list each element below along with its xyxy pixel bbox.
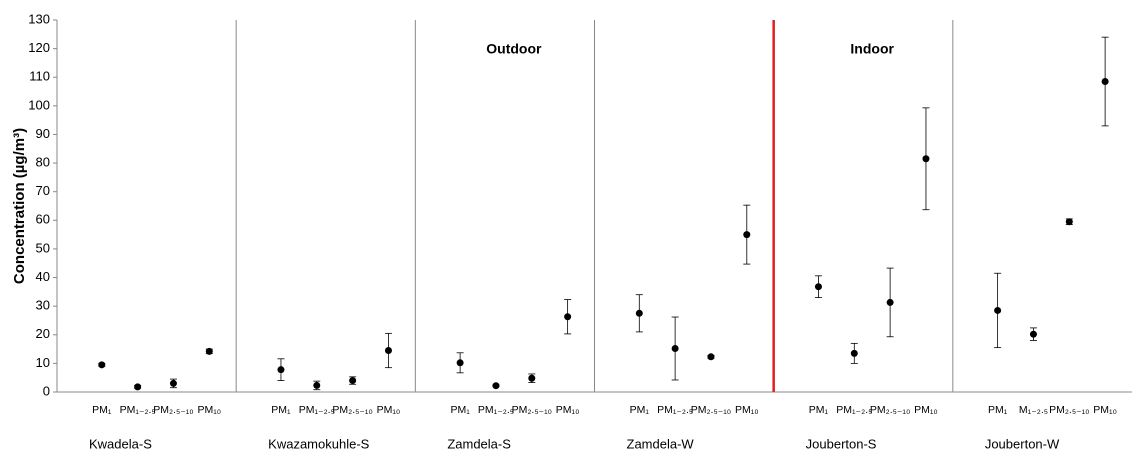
y-tick-label: 40	[36, 269, 50, 284]
x-tick-label: PM₁	[271, 404, 291, 416]
x-tick-label: M₁₋₂.₅	[1019, 404, 1048, 416]
x-tick-label: PM₂.₅₋₁₀	[691, 404, 731, 416]
group-label: Kwazamokuhle-S	[268, 436, 369, 451]
y-tick-label: 30	[36, 298, 50, 313]
x-tick-label: PM₁₋₂.₅	[478, 404, 514, 416]
x-tick-label: PM₁₋₂.₅	[657, 404, 693, 416]
y-tick-label: 0	[43, 383, 50, 398]
x-tick-label: PM₁₋₂.₅	[120, 404, 156, 416]
point	[814, 283, 822, 291]
y-tick-label: 50	[36, 240, 50, 255]
point	[313, 381, 321, 389]
x-tick-label: PM₁₀	[1093, 404, 1117, 416]
annotation: Indoor	[850, 41, 894, 57]
group-label: Zamdela-S	[447, 436, 511, 451]
point	[671, 345, 679, 353]
y-tick-label: 100	[28, 97, 50, 112]
y-tick-label: 90	[36, 126, 50, 141]
point	[492, 382, 500, 390]
x-tick-label: PM₁₋₂.₅	[836, 404, 872, 416]
x-tick-label: PM₁	[988, 404, 1008, 416]
point	[169, 379, 177, 387]
point	[1029, 330, 1037, 338]
group-label: Zamdela-W	[627, 436, 695, 451]
x-tick-label: PM₁	[92, 404, 112, 416]
point	[528, 374, 536, 382]
y-tick-label: 20	[36, 326, 50, 341]
point	[134, 383, 142, 391]
x-tick-label: PM₁₀	[914, 404, 938, 416]
y-tick-label: 80	[36, 155, 50, 170]
x-tick-label: PM₁	[450, 404, 470, 416]
group-label: Jouberton-W	[985, 436, 1060, 451]
x-tick-label: PM₁₀	[556, 404, 580, 416]
point	[349, 377, 357, 385]
annotation: Outdoor	[486, 41, 542, 57]
point	[1065, 218, 1073, 226]
x-tick-label: PM₁	[809, 404, 829, 416]
x-tick-label: PM₂.₅₋₁₀	[1049, 404, 1089, 416]
x-tick-label: PM₂.₅₋₁₀	[332, 404, 372, 416]
x-tick-label: PM₁₀	[735, 404, 759, 416]
x-tick-label: PM₂.₅₋₁₀	[870, 404, 910, 416]
point	[384, 347, 392, 355]
y-tick-label: 120	[28, 40, 50, 55]
point	[456, 359, 464, 367]
point	[635, 309, 643, 317]
point	[994, 306, 1002, 314]
x-tick-label: PM₂.₅₋₁₀	[512, 404, 552, 416]
point	[98, 361, 106, 369]
y-tick-label: 110	[29, 69, 50, 84]
y-axis-title: Concentration (µg/m³)	[11, 128, 28, 284]
x-tick-label: PM₁	[630, 404, 650, 416]
point	[743, 231, 751, 239]
y-tick-label: 60	[36, 212, 50, 227]
group-label: Jouberton-S	[806, 436, 877, 451]
point	[850, 349, 858, 357]
point	[564, 313, 572, 321]
x-tick-label: PM₂.₅₋₁₀	[153, 404, 193, 416]
x-tick-label: PM₁₋₂.₅	[299, 404, 335, 416]
y-tick-label: 10	[36, 355, 50, 370]
x-tick-label: PM₁₀	[197, 404, 221, 416]
x-tick-label: PM₁₀	[377, 404, 401, 416]
point	[205, 347, 213, 355]
y-tick-label: 130	[28, 11, 50, 26]
point	[707, 353, 715, 361]
y-tick-label: 70	[36, 183, 50, 198]
group-label: Kwadela-S	[89, 436, 152, 451]
point	[277, 366, 285, 374]
point	[886, 298, 894, 306]
point	[1101, 78, 1109, 86]
point	[922, 155, 930, 163]
